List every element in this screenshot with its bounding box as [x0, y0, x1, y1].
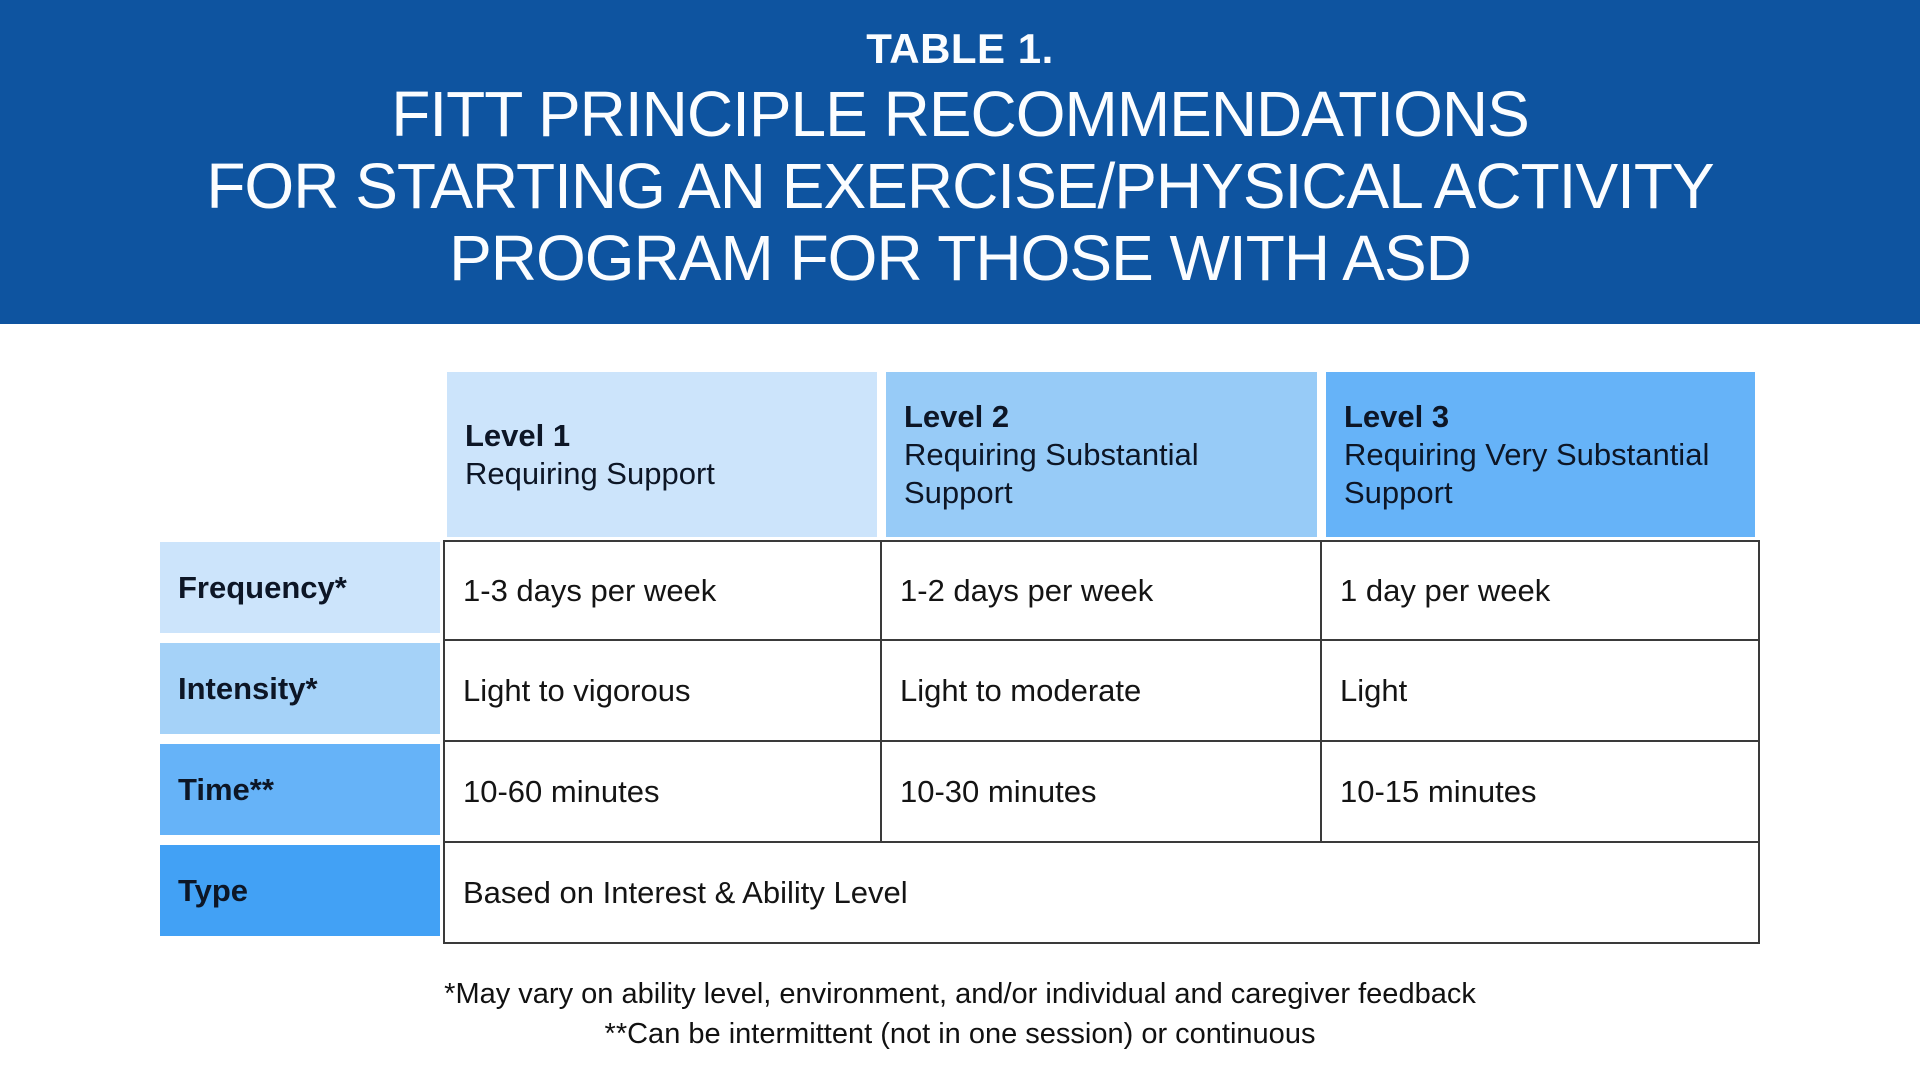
column-header-level-1: Level 1 Requiring Support [447, 372, 877, 537]
fitt-table: Level 1 Requiring Support Level 2 Requir… [160, 372, 1760, 944]
cell-frequency-level-3: 1 day per week [1322, 540, 1760, 641]
row-header-intensity: Intensity* [160, 643, 440, 734]
level-2-label: Level 2 [904, 398, 1010, 434]
cell-frequency-level-2: 1-2 days per week [882, 540, 1322, 641]
row-header-type: Type [160, 845, 440, 936]
row-header-time: Time** [160, 744, 440, 835]
column-header-level-3: Level 3 Requiring Very Substantial Suppo… [1326, 372, 1755, 537]
level-1-label: Level 1 [465, 417, 571, 453]
row-header-frequency: Frequency* [160, 542, 440, 633]
banner-title-line-3: PROGRAM FOR THOSE WITH ASD [449, 222, 1472, 295]
table-corner-spacer [160, 372, 443, 540]
column-header-level-2: Level 2 Requiring Substantial Support [886, 372, 1317, 537]
cell-intensity-level-2: Light to moderate [882, 641, 1322, 742]
cell-time-level-3: 10-15 minutes [1322, 742, 1760, 843]
cell-type-all-levels: Based on Interest & Ability Level [443, 843, 1760, 944]
title-banner: TABLE 1. FITT PRINCIPLE RECOMMENDATIONS … [0, 0, 1920, 324]
cell-time-level-2: 10-30 minutes [882, 742, 1322, 843]
cell-intensity-level-3: Light [1322, 641, 1760, 742]
table-number-label: TABLE 1. [866, 25, 1054, 72]
level-3-sublabel: Requiring Very Substantial Support [1344, 436, 1710, 510]
footnotes: *May vary on ability level, environment,… [0, 974, 1920, 1054]
footnote-asterisk: *May vary on ability level, environment,… [444, 978, 1476, 1010]
banner-title-line-2: FOR STARTING AN EXERCISE/PHYSICAL ACTIVI… [206, 150, 1714, 223]
cell-intensity-level-1: Light to vigorous [443, 641, 882, 742]
level-2-sublabel: Requiring Substantial Support [904, 436, 1199, 510]
level-3-label: Level 3 [1344, 398, 1450, 434]
cell-time-level-1: 10-60 minutes [443, 742, 882, 843]
banner-title-line-1: FITT PRINCIPLE RECOMMENDATIONS [391, 78, 1530, 151]
footnote-double-asterisk: **Can be intermittent (not in one sessio… [604, 1018, 1316, 1050]
cell-frequency-level-1: 1-3 days per week [443, 540, 882, 641]
level-1-sublabel: Requiring Support [465, 455, 715, 491]
banner-title: FITT PRINCIPLE RECOMMENDATIONS FOR START… [0, 78, 1920, 294]
